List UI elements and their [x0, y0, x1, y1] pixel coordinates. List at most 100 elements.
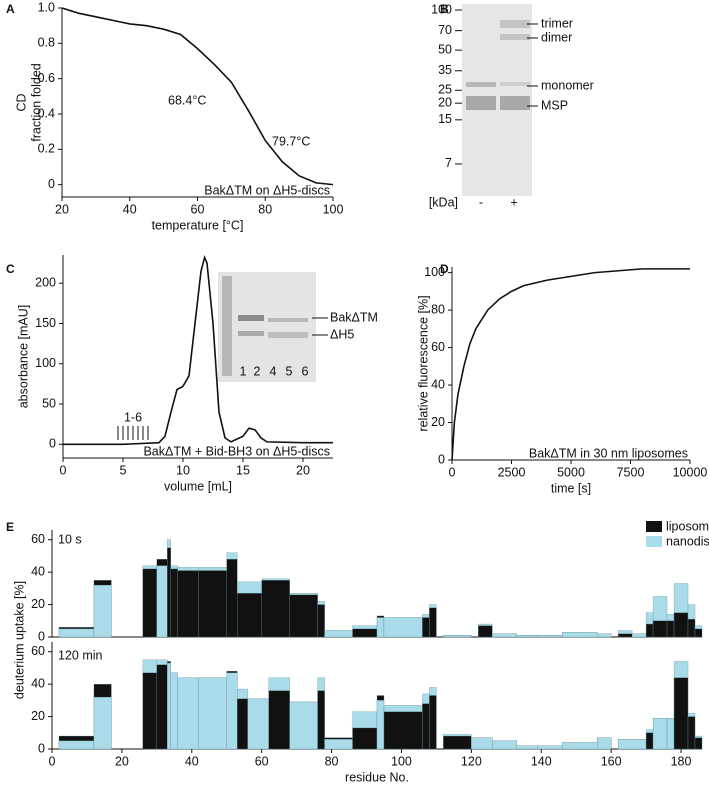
bar	[687, 716, 696, 750]
y-tick-label: 40	[31, 564, 45, 578]
bar	[376, 617, 385, 638]
inset-lane-label: 2	[254, 364, 261, 378]
annotation: 1-6	[124, 410, 142, 424]
annotation: 10 s	[58, 532, 82, 546]
gel-band	[238, 315, 264, 321]
x-tick-label: 0	[449, 465, 456, 479]
x-tick-label: 80	[258, 202, 272, 216]
gel-band	[500, 34, 530, 40]
y-tick-label: 100	[424, 265, 445, 279]
bar	[317, 690, 325, 750]
y-tick-label: 20	[31, 709, 45, 723]
bar	[422, 703, 430, 750]
panel-label: C	[6, 262, 15, 276]
bar	[666, 620, 675, 638]
bar	[226, 672, 238, 750]
ladder-label: 25	[438, 83, 452, 97]
gel-band	[268, 318, 308, 322]
x-tick-label: 2500	[498, 465, 526, 479]
bar	[58, 628, 95, 638]
gel-band	[500, 82, 530, 86]
x-tick-label: 60	[191, 202, 205, 216]
x-tick-label: 7500	[617, 465, 645, 479]
y-tick-label: 60	[31, 644, 45, 658]
x-tick-label: 15	[236, 463, 250, 477]
legend-label: nanodiscs	[666, 534, 709, 548]
inset-lane-label: 4	[270, 364, 277, 378]
panel-label: B	[440, 2, 449, 16]
x-tick-label: 10000	[673, 465, 708, 479]
legend-swatch	[646, 536, 662, 547]
inset-band-label: BakΔTM	[330, 310, 378, 324]
bar	[289, 701, 318, 750]
annotation: BakΔTM + Bid-BH3 on ΔH5-discs	[143, 444, 330, 458]
bar	[537, 635, 563, 638]
annotation: BakΔTM in 30 nm liposomes	[529, 446, 688, 460]
bar	[352, 628, 378, 638]
ladder-label: 35	[438, 63, 452, 77]
x-axis-label: time [s]	[551, 481, 591, 495]
bar	[666, 718, 675, 750]
bar	[177, 570, 199, 638]
inset-band-label: ΔH5	[330, 327, 354, 341]
annotation: 79.7°C	[272, 134, 310, 148]
bar	[237, 593, 262, 638]
y-tick-label: 80	[431, 302, 445, 316]
y-tick-label: 0	[38, 741, 45, 755]
y-tick-label: 0	[49, 437, 56, 451]
data-line	[451, 268, 690, 461]
y-axis-label: relative fluorescence [%]	[416, 295, 430, 431]
x-tick-label: 5	[120, 463, 127, 477]
bar	[562, 742, 598, 750]
bar	[352, 727, 378, 750]
y-tick-label: 100	[35, 356, 56, 370]
bar	[268, 690, 290, 750]
band-label: dimer	[541, 30, 572, 44]
x-tick-label: 160	[601, 754, 622, 768]
legend-label: liposomes	[666, 519, 709, 533]
bar	[170, 672, 178, 750]
band-label: MSP	[541, 98, 568, 112]
bar	[617, 739, 647, 750]
panel-label: D	[440, 262, 449, 276]
bar	[376, 700, 385, 750]
x-tick-label: 80	[325, 754, 339, 768]
x-axis-label: volume [mL]	[164, 479, 232, 493]
panel-label: A	[6, 2, 15, 16]
bar	[170, 568, 178, 638]
gel-band	[268, 332, 308, 338]
bar	[261, 580, 290, 638]
x-tick-label: 20	[55, 202, 69, 216]
bar	[562, 631, 598, 638]
bar	[324, 630, 353, 638]
y-tick-label: 0.2	[38, 142, 55, 156]
bar	[156, 664, 168, 750]
y-tick-label: 0.6	[38, 71, 55, 85]
panel-label: E	[6, 520, 14, 534]
data-line	[63, 254, 333, 446]
bar	[156, 565, 168, 638]
bar	[687, 619, 696, 638]
x-tick-label: 140	[531, 754, 552, 768]
inset-gel	[218, 272, 316, 382]
bar	[58, 740, 95, 750]
inset-lane-label: 5	[286, 364, 293, 378]
y-axis-label: absorbance [mAU]	[16, 305, 30, 409]
y-tick-label: 150	[35, 316, 56, 330]
bar	[673, 677, 689, 750]
band-label: trimer	[541, 16, 573, 30]
bar	[443, 735, 472, 750]
ladder-label: 7	[445, 156, 452, 170]
x-tick-label: 20	[296, 463, 310, 477]
bar	[247, 698, 269, 750]
bar	[317, 604, 325, 638]
bar	[237, 698, 248, 750]
bar	[198, 677, 227, 750]
x-tick-label: 5000	[557, 465, 585, 479]
lane-label: +	[510, 195, 517, 209]
x-tick-label: 40	[185, 754, 199, 768]
bar	[429, 607, 437, 638]
bar	[289, 594, 318, 638]
gel-ladder	[222, 276, 232, 376]
x-axis-label: temperature [°C]	[152, 218, 244, 232]
